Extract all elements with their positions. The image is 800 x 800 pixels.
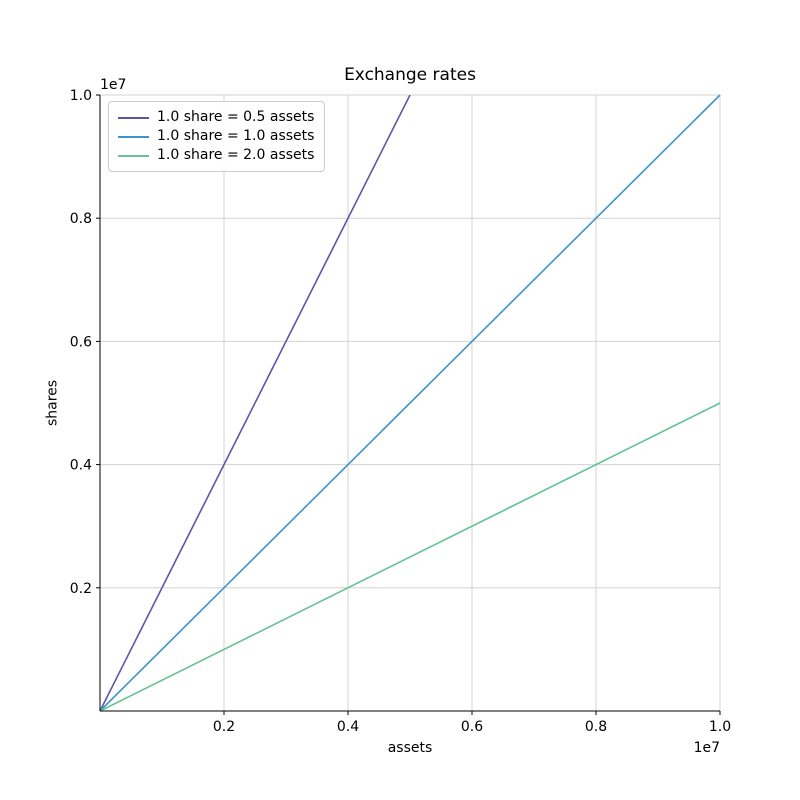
y-tick-label: 0.2 xyxy=(70,581,92,597)
y-tick-label: 0.6 xyxy=(70,334,92,350)
series-line xyxy=(99,94,411,712)
y-axis-label: shares xyxy=(44,379,61,427)
x-axis-label: assets xyxy=(387,740,433,756)
x-tick-label: 0.2 xyxy=(213,719,235,735)
legend-line-sample xyxy=(118,116,149,119)
legend-item: 1.0 share = 1.0 assets xyxy=(118,127,314,146)
legend: 1.0 share = 0.5 assets 1.0 share = 1.0 a… xyxy=(108,101,326,172)
legend-line-sample xyxy=(118,135,149,138)
legend-item: 1.0 share = 2.0 assets xyxy=(118,146,314,165)
chart-title: Exchange rates xyxy=(344,65,476,85)
x-tick-label: 1.0 xyxy=(709,719,731,735)
x-tick-label: 0.8 xyxy=(585,719,607,735)
legend-label: 1.0 share = 1.0 assets xyxy=(157,128,315,144)
x-tick-label: 0.6 xyxy=(461,719,483,735)
y-axis-offset-label: 1e7 xyxy=(100,77,127,93)
legend-line-sample xyxy=(118,154,149,157)
legend-label: 1.0 share = 0.5 assets xyxy=(157,109,315,125)
legend-item: 1.0 share = 0.5 assets xyxy=(118,108,314,127)
x-tick-label: 0.4 xyxy=(337,719,359,735)
y-tick-label: 0.4 xyxy=(70,458,92,474)
legend-label: 1.0 share = 2.0 assets xyxy=(157,147,315,163)
series-line xyxy=(99,94,721,712)
y-tick-label: 0.8 xyxy=(70,211,92,227)
x-axis-offset-label: 1e7 xyxy=(693,740,720,756)
series-line xyxy=(99,402,721,712)
y-tick-label: 1.0 xyxy=(70,88,92,104)
